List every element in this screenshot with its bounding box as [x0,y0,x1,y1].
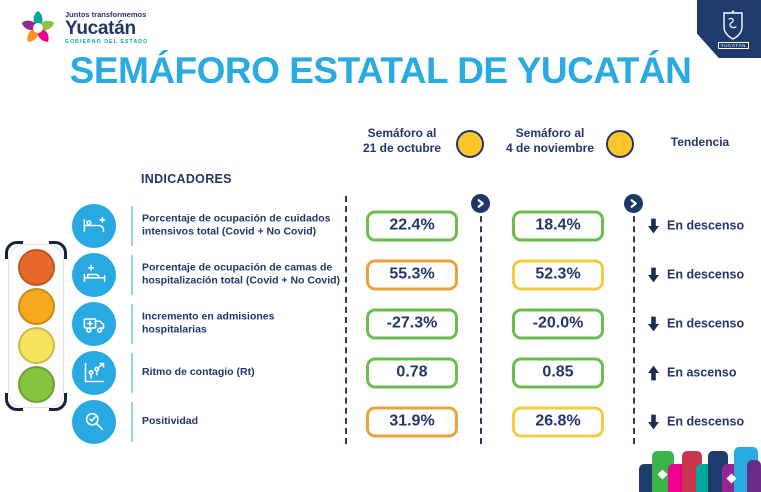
trend-arrow-icon [648,316,659,331]
trend-label: En ascenso [667,365,737,380]
row-divider [131,303,133,344]
indicators-table: Porcentaje de ocupación de cuidados inte… [0,201,761,446]
icu-bed-icon [72,203,116,248]
value-nov4: -20.0% [512,308,604,339]
value-oct21: 0.78 [366,357,458,388]
logo-tagline: Juntos transformemos [65,9,147,19]
traffic-light-orange-icon [17,288,55,325]
semaforo-status-nov4-icon [606,130,634,158]
value-nov4: 26.8% [512,406,604,437]
bracket-corner-icon [5,393,23,411]
trend-cell: En descenso [648,267,744,282]
trend-label: En descenso [667,414,745,429]
trend-label: En descenso [667,316,745,331]
dashed-divider [480,196,482,444]
crest-label: YUCATÁN [717,42,749,49]
logo-name: Yucatán [65,17,136,39]
column-header-line2: 21 de octubre [362,141,442,155]
indicator-label: Positividad [142,414,199,427]
table-row: Incremento en admisiones hospitalarias -… [0,299,761,348]
indicators-heading: INDICADORES [141,172,232,186]
chevron-right-icon [471,194,490,213]
trend-label: En descenso [667,267,745,282]
trend-arrow-icon [648,267,659,282]
indicator-label: Ritmo de contagio (Rt) [142,365,255,378]
row-divider [131,205,133,246]
traffic-light-yellow-icon [17,327,55,364]
page-title: SEMÁFORO ESTATAL DE YUCATÁN [69,50,692,91]
trend-cell: En ascenso [648,365,736,380]
value-oct21: 22.4% [366,210,458,241]
table-row: Ritmo de contagio (Rt) 0.78 0.85 En asce… [0,348,761,397]
indicator-label: Porcentaje de ocupación de camas de hosp… [142,260,341,287]
logo-wordmark: Juntos transformemos Yucatán GOBIERNO DE… [65,11,148,45]
value-oct21: 55.3% [366,259,458,290]
table-row: Positividad 31.9% 26.8% En descenso [0,397,761,446]
column-header-line2: 4 de noviembre [505,141,595,155]
value-nov4: 18.4% [512,210,604,241]
chevron-right-icon [624,194,643,213]
semaforo-status-oct21-icon [456,130,484,158]
row-divider [131,254,133,295]
bracket-corner-icon [5,241,23,259]
trend-cell: En descenso [648,414,744,429]
trend-cell: En descenso [648,316,744,331]
trend-arrow-icon [648,414,659,429]
positivity-test-icon [72,399,116,444]
value-nov4: 0.85 [512,357,604,388]
trend-arrow-icon [648,365,659,380]
dashed-divider [633,196,635,444]
bracket-corner-icon [49,241,67,259]
value-nov4: 52.3% [512,259,604,290]
logo-subtitle: GOBIERNO DEL ESTADO [65,38,149,45]
yucatan-crest-icon [723,10,744,40]
table-row: Porcentaje de ocupación de cuidados inte… [0,201,761,250]
indicator-label: Incremento en admisiones hospitalarias [142,309,275,336]
row-divider [131,352,133,393]
column-header-line1: Semáforo al [367,126,437,140]
contagion-rate-icon [72,350,116,395]
ambulance-icon [72,301,116,346]
government-logo: Juntos transformemos Yucatán GOBIERNO DE… [18,8,148,48]
value-oct21: 31.9% [366,406,458,437]
row-divider [131,401,133,442]
dashed-divider [345,196,347,444]
trend-cell: En descenso [648,218,744,233]
mosaic-decoration-icon [639,446,761,492]
trend-label: En descenso [667,218,745,233]
table-row: Porcentaje de ocupación de camas de hosp… [0,250,761,299]
column-header-line1: Semáforo al [515,126,585,140]
traffic-light-green-icon [17,366,55,403]
traffic-light [5,241,67,411]
column-header-nov4: Semáforo al 4 de noviembre [500,126,600,156]
traffic-light-red-icon [17,249,55,286]
column-header-tendencia: Tendencia [670,135,730,149]
yucatan-flower-logo-icon [21,11,55,42]
bracket-corner-icon [49,393,67,411]
column-header-oct21: Semáforo al 21 de octubre [352,126,452,156]
trend-arrow-icon [648,218,659,233]
value-oct21: -27.3% [366,308,458,339]
hospital-bed-icon [72,252,116,297]
indicator-label: Porcentaje de ocupación de cuidados inte… [142,211,331,238]
